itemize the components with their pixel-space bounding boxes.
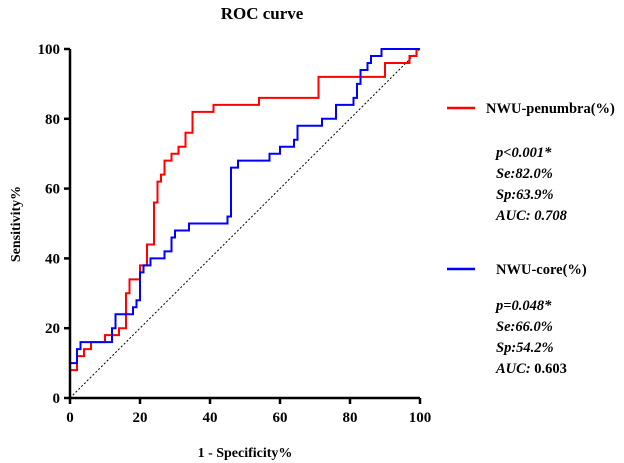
x-tick-label-60: 60 [273, 410, 288, 426]
y-ticks: 0 20 40 60 80 100 [38, 42, 70, 407]
reference-diagonal-line [69, 48, 421, 399]
y-tick-label-20: 20 [45, 321, 60, 337]
stat-sp-penumbra: Sp:63.9% [496, 187, 554, 203]
x-tick-label-100: 100 [409, 410, 432, 426]
x-axis-label: 1 - Specificity% [198, 446, 293, 461]
x-tick-label-0: 0 [66, 410, 74, 426]
y-tick-label-80: 80 [45, 112, 60, 128]
x-ticks: 0 20 40 60 80 100 [66, 398, 431, 426]
series-line-nwu-core [69, 48, 420, 398]
y-tick-label-0: 0 [53, 391, 61, 407]
legend-label-core: NWU-core(%) [496, 262, 587, 278]
stats-penumbra: p<0.001* Se:82.0% Sp:63.9% AUC: 0.708 [494, 145, 568, 224]
stat-auc-core: AUC: 0.603 [495, 361, 567, 377]
stat-sp-core: Sp:54.2% [496, 340, 554, 356]
stat-auc-penumbra: AUC: 0.708 [495, 208, 568, 224]
stat-auc-label-penumbra: AUC: [495, 208, 534, 224]
x-tick-label-40: 40 [203, 410, 218, 426]
legend-core: NWU-core(%) [447, 262, 587, 278]
stat-p-penumbra: p<0.001* [494, 145, 552, 161]
stat-auc-value-core: 0.603 [534, 361, 567, 377]
chart-title: ROC curve [221, 4, 304, 23]
stat-p-core: p=0.048* [494, 298, 552, 314]
y-axis-label: Sensitivity% [9, 186, 24, 262]
series-layer [69, 48, 420, 398]
y-tick-label-40: 40 [45, 251, 60, 267]
y-tick-label-60: 60 [45, 182, 60, 198]
y-tick-label-100: 100 [38, 42, 61, 58]
stat-se-core: Se:66.0% [496, 319, 553, 335]
legend-penumbra: NWU-penumbra(%) [447, 101, 615, 117]
x-tick-label-80: 80 [343, 410, 358, 426]
x-tick-label-20: 20 [133, 410, 148, 426]
plot-area: 0 20 40 60 80 100 0 20 40 60 80 100 [38, 42, 432, 426]
legend-label-penumbra: NWU-penumbra(%) [486, 101, 615, 117]
stat-auc-value-penumbra: 0.708 [534, 208, 567, 224]
stats-core: p=0.048* Se:66.0% Sp:54.2% AUC: 0.603 [494, 298, 567, 377]
stat-se-penumbra: Se:82.0% [496, 166, 553, 182]
stat-auc-label-core: AUC: [495, 361, 534, 377]
